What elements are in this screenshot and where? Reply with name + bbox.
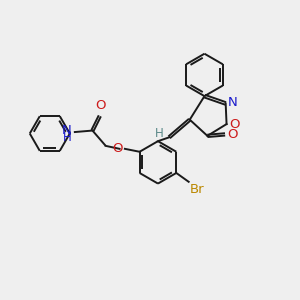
Text: O: O xyxy=(112,142,123,155)
Text: H: H xyxy=(155,127,164,140)
Text: H: H xyxy=(63,131,72,144)
Text: N: N xyxy=(62,124,72,137)
Text: N: N xyxy=(228,95,238,109)
Text: O: O xyxy=(95,99,106,112)
Text: O: O xyxy=(227,128,238,141)
Text: O: O xyxy=(229,118,239,130)
Text: Br: Br xyxy=(190,183,205,196)
